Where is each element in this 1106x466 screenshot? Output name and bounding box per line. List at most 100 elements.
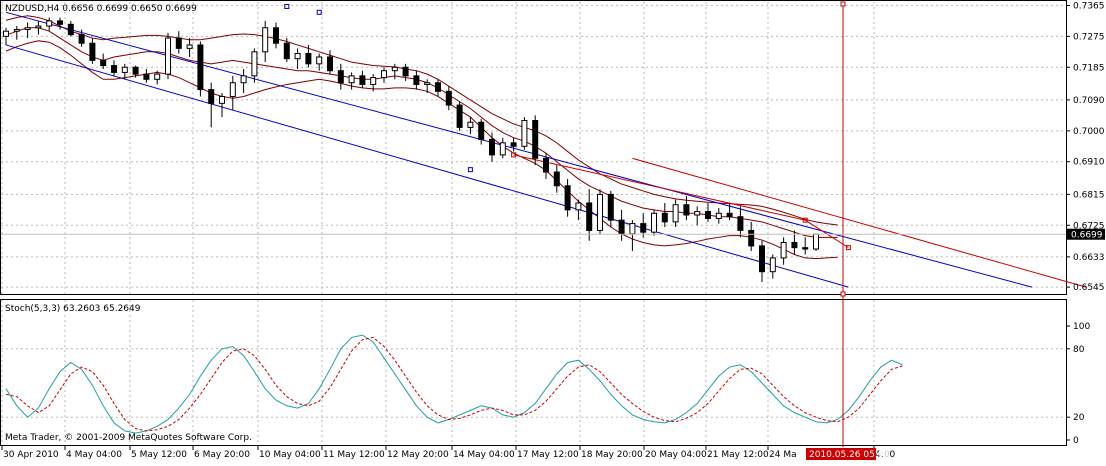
- price-tick-label: 0.6815: [1073, 190, 1105, 200]
- candle-body: [456, 104, 463, 128]
- price-tick-label: 0.6910: [1073, 158, 1105, 168]
- stochastic-tick-label: 0: [1073, 436, 1079, 446]
- stochastic-tick-label: 100: [1073, 322, 1090, 332]
- candle-body: [759, 245, 765, 273]
- time-tick-label: 30 Apr 2010: [3, 450, 59, 460]
- trend-channel[interactable]: [5, 3, 1087, 288]
- time-tick-label: 11 May 12:00: [323, 450, 385, 460]
- candle-body: [629, 223, 636, 235]
- candle-body: [586, 202, 593, 231]
- candle-body: [694, 211, 701, 216]
- candle-body: [219, 95, 225, 104]
- stochastic-tick-label: 80: [1073, 345, 1085, 355]
- stochastic-signal-line: [5, 336, 903, 432]
- price-tick-label: 0.6725: [1073, 221, 1105, 231]
- candle-body: [35, 25, 42, 29]
- price-tick-label: 0.7185: [1073, 63, 1105, 73]
- candle-body: [197, 44, 204, 91]
- time-tick-label: 18 May 20:00: [581, 450, 643, 460]
- price-tick-label: 0.6545: [1073, 283, 1105, 293]
- trend-anchor-handle: [845, 245, 851, 251]
- current-price-label: 0.6699: [1071, 231, 1103, 241]
- candle-body: [705, 211, 711, 219]
- cursor-time-box: [806, 448, 876, 460]
- stochastic-grid: [1, 300, 1066, 445]
- candle-body: [100, 59, 107, 67]
- candle-body: [748, 229, 755, 247]
- candle-body: [413, 75, 420, 85]
- time-tick-label: 5 May 12:00: [131, 450, 187, 460]
- cursor-time-label: 2010.05.26 05:00: [809, 450, 890, 460]
- candle-body: [3, 30, 9, 37]
- price-tick-label: 0.7365: [1073, 1, 1105, 11]
- candle-body: [564, 185, 571, 211]
- candle-body: [370, 77, 377, 85]
- candle-body: [132, 66, 139, 75]
- stochastic-tick-label: 20: [1073, 413, 1085, 423]
- candle-body: [532, 120, 539, 159]
- candle-body: [489, 138, 495, 156]
- chart-title: NZDUSD,H4 0.6656 0.6699 0.6650 0.6699: [5, 4, 197, 14]
- candle-body: [391, 66, 398, 72]
- stochastic-lines: [5, 334, 903, 434]
- candle-body: [229, 82, 236, 97]
- candle-body: [543, 157, 549, 173]
- candle-body: [121, 66, 128, 73]
- candle-body: [726, 212, 733, 218]
- candle-body: [661, 212, 668, 223]
- candle-body: [672, 204, 679, 223]
- channel-line: [632, 157, 1087, 288]
- vertical-marker[interactable]: [840, 1, 846, 447]
- candle-body: [24, 27, 31, 30]
- candle-body: [402, 66, 409, 77]
- red-trend-line: [513, 154, 849, 249]
- candlesticks: [3, 17, 819, 282]
- candle-body: [521, 120, 528, 147]
- candle-body: [467, 121, 474, 128]
- candle-body: [175, 37, 182, 49]
- candle-body: [46, 20, 53, 27]
- channel-anchor-handle: [284, 3, 290, 9]
- current-price-box: [1067, 228, 1105, 240]
- candle-body: [618, 219, 625, 235]
- candle-body: [143, 73, 150, 80]
- candle-body: [89, 42, 96, 61]
- band-upper-line: [5, 15, 838, 226]
- candle-body: [273, 27, 279, 44]
- candle-body: [359, 75, 366, 85]
- stochastic-axis: 100 80 20 0: [1066, 322, 1090, 446]
- price-tick-label: 0.6633: [1073, 253, 1105, 263]
- time-tick-label: 10 May 04:00: [259, 450, 321, 460]
- channel-line: [5, 11, 1033, 288]
- price-pane-frame: [0, 0, 1067, 295]
- candle-body: [381, 70, 387, 79]
- candle-body: [445, 90, 452, 106]
- time-tick-label: 14 May 04:00: [453, 450, 515, 460]
- marker-handle-bottom: [840, 291, 846, 297]
- candle-body: [208, 89, 215, 104]
- candle-body: [240, 75, 247, 84]
- time-tick-label: 12 May 20:00: [387, 450, 449, 460]
- price-tick-label: 0.7275: [1073, 32, 1105, 42]
- candle-body: [78, 34, 85, 44]
- candle-body: [348, 75, 355, 84]
- candle-body: [651, 212, 657, 233]
- candle-body: [640, 223, 647, 233]
- price-tick-label: 0.7000: [1073, 127, 1105, 137]
- stochastic-pane-frame: [0, 299, 1067, 446]
- candle-body: [424, 82, 431, 85]
- candle-body: [327, 56, 333, 72]
- candle-body: [499, 142, 506, 156]
- marker-handle-top: [840, 1, 846, 7]
- candle-body: [510, 142, 517, 147]
- channel-anchor-handle: [467, 167, 473, 173]
- time-tick-label: 24 Ma: [769, 450, 797, 460]
- candle-body: [186, 44, 193, 49]
- time-tick-label: 20 May 04:00: [645, 450, 707, 460]
- candle-body: [57, 20, 63, 25]
- candle-body: [597, 193, 603, 231]
- candle-body: [337, 70, 344, 84]
